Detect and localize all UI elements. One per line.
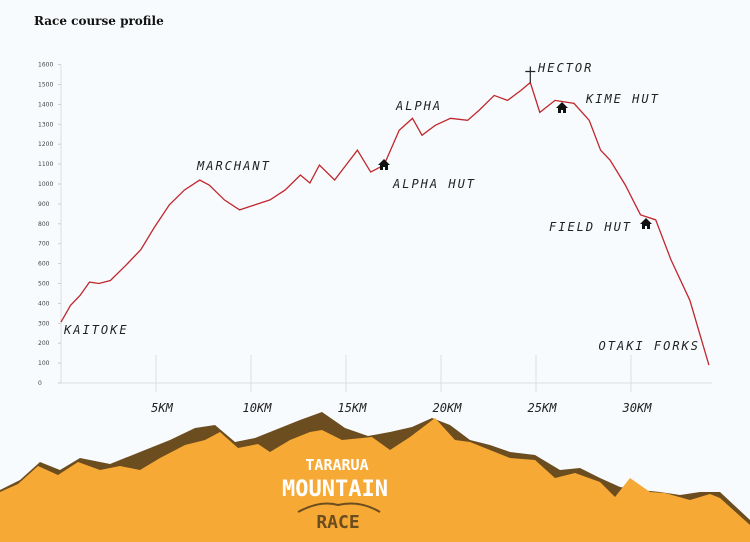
y-tick-label: 200: [38, 340, 50, 347]
annotation-label: KAITOKE: [63, 323, 129, 337]
y-tick-label: 900: [38, 201, 50, 208]
y-tick-label: 0: [38, 380, 42, 387]
annotation-label: MARCHANT: [196, 159, 271, 173]
x-tick-label: 15KM: [338, 401, 368, 415]
annotation-label: HECTOR: [537, 61, 593, 75]
x-tick-label: 20KM: [433, 401, 463, 415]
annotation-label: OTAKI FORKS: [599, 339, 700, 353]
y-tick-label: 600: [38, 261, 50, 268]
y-tick-label: 300: [38, 320, 50, 327]
chart-title: Race course profile: [34, 14, 164, 28]
y-tick-label: 1200: [38, 141, 53, 148]
annotation-label: ALPHA: [395, 99, 442, 113]
hut-icon: [556, 102, 568, 113]
y-tick-label: 1600: [38, 62, 53, 69]
y-tick-label: 700: [38, 241, 50, 248]
y-tick-label: 1300: [38, 121, 53, 128]
hut-icon: [378, 159, 390, 170]
y-tick-label: 1000: [38, 181, 53, 188]
logo-text: MOUNTAIN: [282, 477, 388, 502]
y-tick-label: 1100: [38, 161, 53, 168]
y-tick-label: 100: [38, 360, 50, 367]
annotation-label: KIME HUT: [585, 92, 660, 106]
logo-text: RACE: [316, 512, 359, 533]
x-tick-label: 25KM: [528, 401, 558, 415]
cross-icon: [525, 66, 536, 83]
x-tick-label: 30KM: [622, 401, 653, 415]
elevation-line: [60, 81, 710, 366]
mountain-range: [0, 418, 750, 542]
y-tick-label: 800: [38, 221, 50, 228]
annotation-label: FIELD HUT: [549, 220, 632, 234]
logo-text: TARARUA: [305, 456, 368, 474]
annotation-label: ALPHA HUT: [392, 177, 476, 191]
x-tick-label: 10KM: [243, 401, 273, 415]
y-tick-label: 400: [38, 300, 50, 307]
y-tick-label: 500: [38, 281, 50, 288]
logo-mountain-icon: [297, 502, 381, 513]
y-tick-label: 1500: [38, 82, 53, 89]
hut-icon: [640, 218, 652, 229]
y-tick-label: 1400: [38, 101, 53, 108]
x-tick-label: 5KM: [151, 401, 173, 415]
